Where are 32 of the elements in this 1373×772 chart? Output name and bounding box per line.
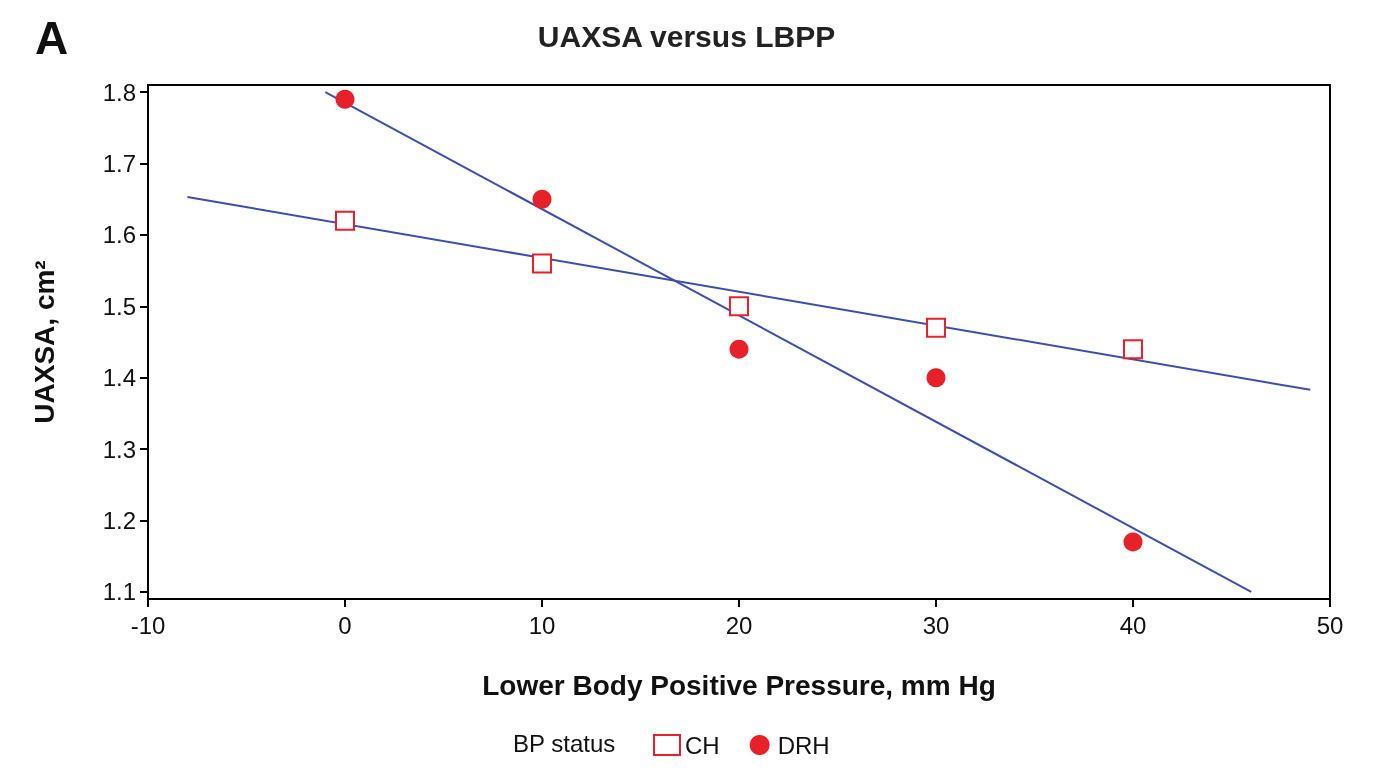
- y-tick-label: 1.6: [102, 221, 136, 249]
- x-tick-label: 50: [1316, 611, 1344, 639]
- point: [1123, 339, 1143, 360]
- y-tick-label: 1.3: [102, 435, 136, 463]
- chart-title: UAXSA versus LBPP: [537, 19, 836, 53]
- point: [335, 89, 355, 109]
- x-tick-label: 20: [725, 611, 753, 639]
- x-tick-label: 40: [1119, 611, 1147, 639]
- point: [532, 189, 552, 209]
- legend-label: DRH: [777, 731, 830, 759]
- point: [532, 253, 552, 274]
- point: [1123, 532, 1143, 552]
- y-tick-label: 1.8: [102, 78, 136, 106]
- x-tick-label: 30: [922, 611, 950, 639]
- y-tick-label: 1.1: [102, 578, 136, 606]
- legend-label: CH: [685, 731, 720, 759]
- x-tick-label: -10: [130, 611, 166, 639]
- x-axis-title: Lower Body Positive Pressure, mm Hg: [482, 669, 996, 701]
- x-tick-label: 0: [338, 611, 352, 639]
- y-axis-title: UAXSA, cm²: [28, 260, 60, 424]
- y-tick-label: 1.4: [102, 364, 136, 392]
- point: [926, 317, 946, 338]
- legend-title: BP status: [513, 729, 616, 757]
- x-tick-label: 10: [528, 611, 556, 639]
- point: [729, 296, 749, 317]
- point: [729, 339, 749, 359]
- y-tick-label: 1.5: [102, 292, 136, 320]
- text: A: [35, 12, 69, 64]
- y-tick-label: 1.7: [102, 150, 136, 178]
- point: [926, 368, 946, 388]
- point: [335, 210, 355, 231]
- y-tick-label: 1.2: [102, 506, 136, 534]
